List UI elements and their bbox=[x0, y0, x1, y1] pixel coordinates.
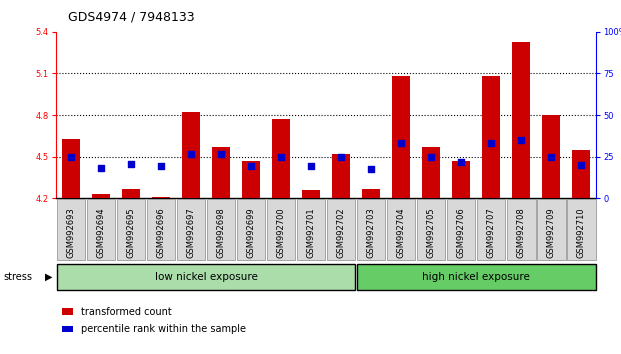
Point bbox=[486, 140, 496, 145]
Text: GSM992693: GSM992693 bbox=[66, 208, 75, 258]
Point bbox=[66, 154, 76, 159]
Bar bbox=[542, 115, 560, 198]
Bar bbox=[302, 190, 320, 198]
Text: GSM992704: GSM992704 bbox=[397, 208, 406, 258]
Point bbox=[306, 164, 316, 169]
Bar bbox=[242, 161, 260, 198]
Text: GSM992705: GSM992705 bbox=[427, 208, 435, 258]
Text: GSM992709: GSM992709 bbox=[546, 208, 556, 258]
Text: GSM992707: GSM992707 bbox=[487, 208, 496, 258]
Text: GSM992702: GSM992702 bbox=[337, 208, 345, 258]
Bar bbox=[422, 147, 440, 198]
Text: GSM992701: GSM992701 bbox=[307, 208, 315, 258]
Text: GSM992697: GSM992697 bbox=[186, 208, 196, 258]
Bar bbox=[182, 112, 200, 198]
Text: GSM992706: GSM992706 bbox=[456, 208, 466, 258]
Text: GSM992710: GSM992710 bbox=[577, 208, 586, 258]
Text: ▶: ▶ bbox=[45, 272, 53, 282]
Point bbox=[546, 154, 556, 159]
Bar bbox=[482, 76, 500, 198]
Bar bbox=[332, 154, 350, 198]
Point bbox=[246, 164, 256, 169]
Text: GSM992703: GSM992703 bbox=[366, 208, 376, 258]
Point bbox=[186, 151, 196, 157]
Bar bbox=[92, 194, 110, 198]
Point bbox=[576, 162, 586, 168]
Text: transformed count: transformed count bbox=[81, 307, 171, 316]
Bar bbox=[152, 197, 170, 198]
Bar bbox=[122, 189, 140, 198]
Point bbox=[516, 137, 526, 143]
Text: GDS4974 / 7948133: GDS4974 / 7948133 bbox=[68, 11, 195, 24]
Bar bbox=[212, 147, 230, 198]
Point bbox=[336, 154, 346, 159]
Bar bbox=[512, 41, 530, 198]
Text: GSM992699: GSM992699 bbox=[247, 208, 255, 258]
Text: GSM992708: GSM992708 bbox=[517, 208, 525, 258]
Point bbox=[426, 154, 436, 159]
Bar bbox=[62, 139, 80, 198]
Point bbox=[396, 140, 406, 145]
Point bbox=[366, 166, 376, 172]
Bar bbox=[272, 119, 290, 198]
Text: GSM992700: GSM992700 bbox=[276, 208, 286, 258]
Text: GSM992696: GSM992696 bbox=[156, 208, 165, 258]
Point bbox=[96, 165, 106, 171]
Text: low nickel exposure: low nickel exposure bbox=[155, 272, 257, 282]
Text: stress: stress bbox=[3, 272, 32, 282]
Text: GSM992694: GSM992694 bbox=[96, 208, 106, 258]
Point bbox=[276, 154, 286, 159]
Point bbox=[156, 164, 166, 169]
Text: high nickel exposure: high nickel exposure bbox=[422, 272, 530, 282]
Bar bbox=[452, 161, 470, 198]
Bar bbox=[572, 150, 590, 198]
Point bbox=[456, 159, 466, 165]
Point bbox=[216, 151, 226, 157]
Bar bbox=[362, 189, 380, 198]
Point bbox=[126, 161, 136, 166]
Text: percentile rank within the sample: percentile rank within the sample bbox=[81, 324, 246, 334]
Bar bbox=[392, 76, 410, 198]
Text: GSM992698: GSM992698 bbox=[217, 208, 225, 258]
Text: GSM992695: GSM992695 bbox=[127, 208, 135, 258]
